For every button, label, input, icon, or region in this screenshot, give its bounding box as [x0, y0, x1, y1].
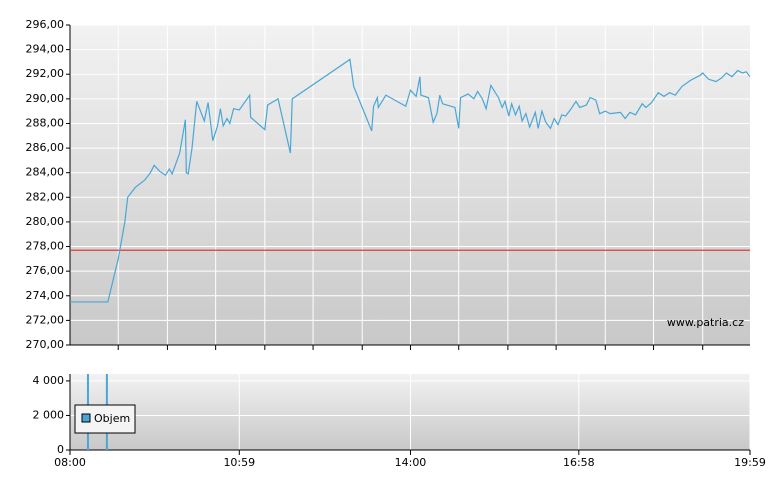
x-tick-label: 10:59: [223, 456, 255, 469]
x-tick-label: 14:00: [395, 456, 427, 469]
y-tick-label: 284,00: [26, 166, 65, 179]
y-tick-label: 2 000: [33, 408, 65, 421]
y-tick-label: 280,00: [26, 215, 65, 228]
x-tick-label: 08:00: [54, 456, 86, 469]
y-tick-label: 294,00: [26, 43, 65, 56]
legend-label: Objem: [94, 412, 130, 425]
y-tick-label: 4 000: [33, 374, 65, 387]
y-tick-label: 0: [57, 443, 64, 456]
y-tick-label: 282,00: [26, 190, 65, 203]
x-tick-label: 16:58: [563, 456, 595, 469]
y-tick-label: 292,00: [26, 67, 65, 80]
y-tick-label: 296,00: [26, 18, 65, 31]
y-tick-label: 272,00: [26, 313, 65, 326]
legend-swatch: [81, 413, 91, 423]
y-tick-label: 278,00: [26, 240, 65, 253]
y-tick-label: 286,00: [26, 141, 65, 154]
price-line: [70, 58, 751, 303]
y-tick-label: 288,00: [26, 116, 65, 129]
x-tick-label: 19:59: [734, 456, 766, 469]
watermark: www.patria.cz: [667, 316, 744, 329]
y-tick-label: 290,00: [26, 92, 65, 105]
y-tick-label: 276,00: [26, 264, 65, 277]
y-tick-label: 270,00: [26, 338, 65, 351]
y-tick-label: 274,00: [26, 289, 65, 302]
